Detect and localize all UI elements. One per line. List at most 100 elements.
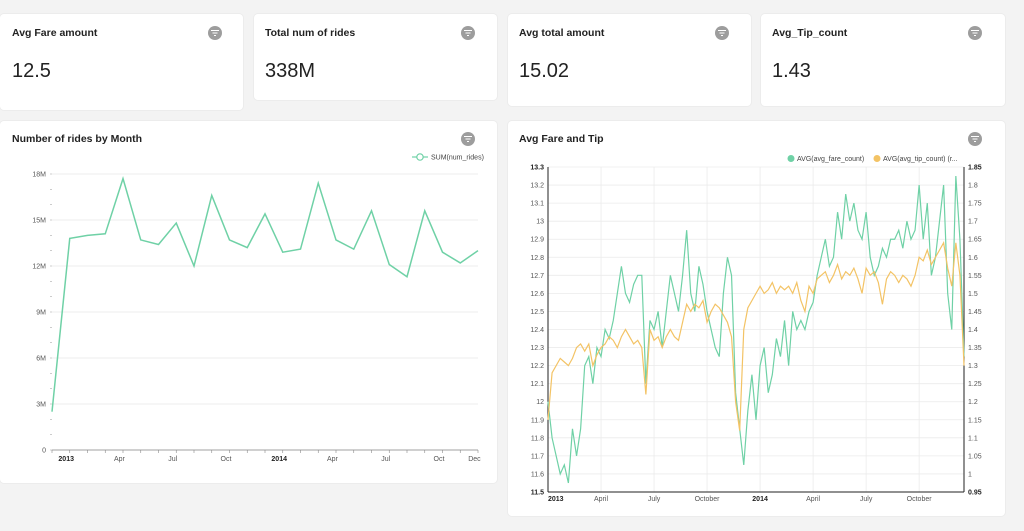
kpi-card-avg-total (508, 14, 751, 106)
y-left-tick-label: 12.4 (530, 327, 544, 334)
kpi-value: 15.02 (519, 60, 570, 82)
filter-button[interactable] (968, 132, 982, 146)
x-tick-label: Dec (468, 456, 481, 463)
x-tick-label: Oct (221, 456, 232, 463)
y-right-tick-label: 1.85 (968, 165, 982, 172)
y-right-tick-label: 1.2 (968, 399, 978, 406)
y-right-tick-label: 1 (968, 471, 972, 478)
y-right-tick-label: 1.45 (968, 309, 982, 316)
y-right-tick-label: 1.3 (968, 363, 978, 370)
y-right-tick-label: 1.35 (968, 345, 982, 352)
series-line-avg-fare (547, 175, 965, 484)
y-left-tick-label: 11.5 (531, 490, 544, 497)
y-right-tick-label: 0.95 (968, 490, 982, 497)
y-right-tick-label: 1.5 (968, 291, 978, 298)
kpi-card-total-rides (254, 14, 497, 100)
legend-marker (873, 155, 881, 162)
x-tick-label: April (806, 496, 820, 503)
chart-card-fare-and-tip (508, 121, 1005, 516)
filter-button[interactable] (461, 132, 475, 146)
y-right-tick-label: 1.1 (968, 435, 978, 442)
kpi-title: Avg Fare amount (12, 27, 98, 39)
y-right-tick-label: 1.05 (968, 453, 982, 460)
y-left-tick-label: 12.2 (530, 363, 544, 370)
kpi-card-avg-tip (761, 14, 1005, 106)
filter-icon (971, 30, 979, 36)
y-left-tick-label: 12.8 (530, 255, 544, 262)
x-tick-label: Apr (114, 456, 126, 463)
y-left-tick-label: 12.5 (530, 309, 544, 316)
y-left-tick-label: 12.3 (530, 345, 544, 352)
chart-title: Number of rides by Month (12, 133, 143, 145)
y-left-tick-label: 12.6 (530, 291, 544, 298)
x-tick-label: Apr (327, 456, 339, 463)
rides-by-month-chart: 0 3M 6M 9M 12M 15M 18M 2013 Apr Jul Oct 2014 Apr Jul O… (32, 153, 484, 463)
y-tick-label: 0 (42, 448, 46, 455)
filter-icon (718, 30, 726, 36)
chart-card-rides-by-month (0, 121, 497, 483)
x-tick-label: Jul (381, 456, 390, 463)
kpi-value: 338M (265, 60, 316, 82)
y-tick-label: 12M (32, 264, 46, 271)
y-left-tick-label: 11.6 (531, 471, 544, 478)
y-right-tick-label: 1.4 (968, 327, 978, 334)
y-left-tick-label: 12 (536, 399, 544, 406)
y-tick-label: 9M (36, 310, 46, 317)
y-left-tick-label: 13.3 (530, 165, 544, 172)
filter-icon (464, 136, 472, 142)
x-tick-label: July (648, 496, 661, 503)
series-line-avg-tip (547, 241, 965, 431)
y-left-tick-label: 11.9 (531, 417, 544, 424)
y-right-tick-label: 1.65 (968, 237, 982, 244)
x-tick-label: October (907, 496, 933, 503)
x-tick-label: July (860, 496, 873, 503)
y-right-tick-label: 1.8 (968, 183, 978, 190)
y-left-tick-label: 12.7 (530, 273, 544, 280)
kpi-title: Avg_Tip_count (772, 27, 848, 39)
filter-button[interactable] (968, 26, 982, 40)
y-right-tick-label: 1.15 (968, 417, 982, 424)
y-right-tick-label: 1.55 (968, 273, 982, 280)
filter-icon (211, 30, 219, 36)
kpi-title: Avg total amount (519, 27, 605, 39)
series-line-num-rides (51, 176, 479, 412)
filter-icon (971, 136, 979, 142)
fare-and-tip-chart: 11.511.611.711.811.91212.112.212.312.412… (530, 155, 982, 503)
legend-marker (787, 155, 795, 162)
chart-title: Avg Fare and Tip (519, 133, 604, 145)
legend-label: AVG(avg_fare_count) (797, 156, 864, 163)
filter-button[interactable] (208, 26, 222, 40)
legend-marker (416, 153, 424, 161)
y-right-tick-label: 1.6 (968, 255, 978, 262)
x-tick-label: 2013 (58, 456, 74, 463)
x-tick-label: 2014 (271, 456, 287, 463)
kpi-title: Total num of rides (265, 27, 356, 39)
x-tick-label: October (695, 496, 721, 503)
legend-label: SUM(num_rides) (431, 155, 484, 162)
y-left-tick-label: 12.9 (530, 237, 544, 244)
y-left-tick-label: 11.8 (531, 435, 544, 442)
x-tick-label: Jul (168, 456, 177, 463)
kpi-value: 1.43 (772, 60, 811, 82)
y-tick-label: 6M (36, 356, 46, 363)
y-left-tick-label: 13.1 (530, 201, 544, 208)
y-tick-label: 15M (32, 218, 46, 225)
y-left-tick-label: 13 (536, 219, 544, 226)
x-tick-label: 2013 (548, 496, 564, 503)
y-left-tick-label: 12.1 (530, 381, 544, 388)
filter-button[interactable] (715, 26, 729, 40)
y-left-tick-label: 13.2 (530, 183, 544, 190)
x-tick-label: 2014 (752, 496, 768, 503)
filter-icon (464, 30, 472, 36)
y-tick-label: 3M (36, 402, 46, 409)
filter-button[interactable] (461, 26, 475, 40)
legend-label: AVG(avg_tip_count) (r... (883, 156, 958, 163)
x-tick-label: April (594, 496, 608, 503)
y-left-tick-label: 11.7 (531, 453, 544, 460)
y-right-tick-label: 1.25 (968, 381, 982, 388)
y-right-tick-label: 1.75 (968, 201, 982, 208)
x-tick-label: Oct (434, 456, 445, 463)
kpi-card-avg-fare (0, 14, 243, 110)
kpi-value: 12.5 (12, 60, 51, 82)
y-right-tick-label: 1.7 (968, 219, 978, 226)
